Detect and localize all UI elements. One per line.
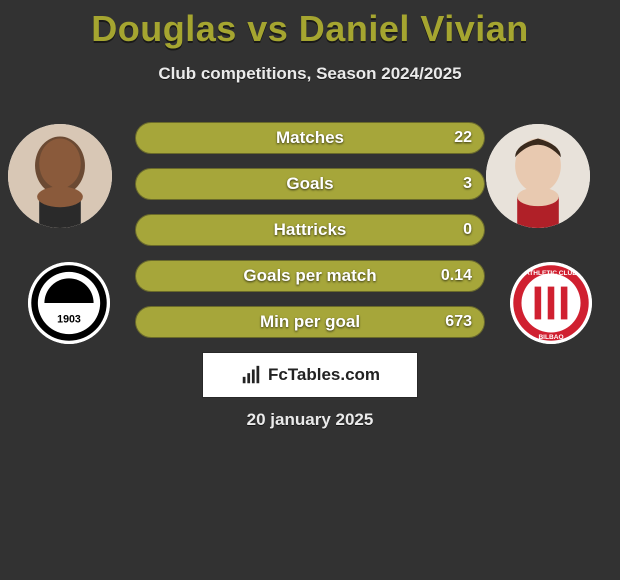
stat-bar: Goals per match 0.14 [135, 260, 485, 292]
stat-bar-fill [136, 123, 484, 153]
branding-text: FcTables.com [268, 365, 380, 385]
date-text: 20 january 2025 [0, 410, 620, 430]
stats-bars: Matches 22 Goals 3 Hattricks 0 Goals per… [135, 122, 485, 338]
player-right-avatar [486, 124, 590, 228]
stat-bar: Hattricks 0 [135, 214, 485, 246]
page-title: Douglas vs Daniel Vivian [0, 0, 620, 50]
svg-text:BILBAO: BILBAO [538, 334, 563, 341]
stat-bar-fill [136, 215, 484, 245]
club-left-year: 1903 [57, 314, 81, 326]
club-left-badge: BJK 1903 [28, 262, 110, 344]
stat-bar-fill [136, 261, 484, 291]
stat-bar: Min per goal 673 [135, 306, 485, 338]
stat-bar: Goals 3 [135, 168, 485, 200]
club-left-abbrev: BJK [58, 281, 82, 293]
club-right-badge: ATHLETIC CLUB BILBAO [510, 262, 592, 344]
player-left-avatar [8, 124, 112, 228]
stat-bar-fill [136, 169, 484, 199]
svg-text:ATHLETIC CLUB: ATHLETIC CLUB [525, 270, 577, 277]
chart-icon [240, 364, 262, 386]
stat-bar-fill [136, 307, 484, 337]
stat-bar: Matches 22 [135, 122, 485, 154]
branding-box: FcTables.com [203, 353, 417, 397]
page-subtitle: Club competitions, Season 2024/2025 [0, 64, 620, 84]
